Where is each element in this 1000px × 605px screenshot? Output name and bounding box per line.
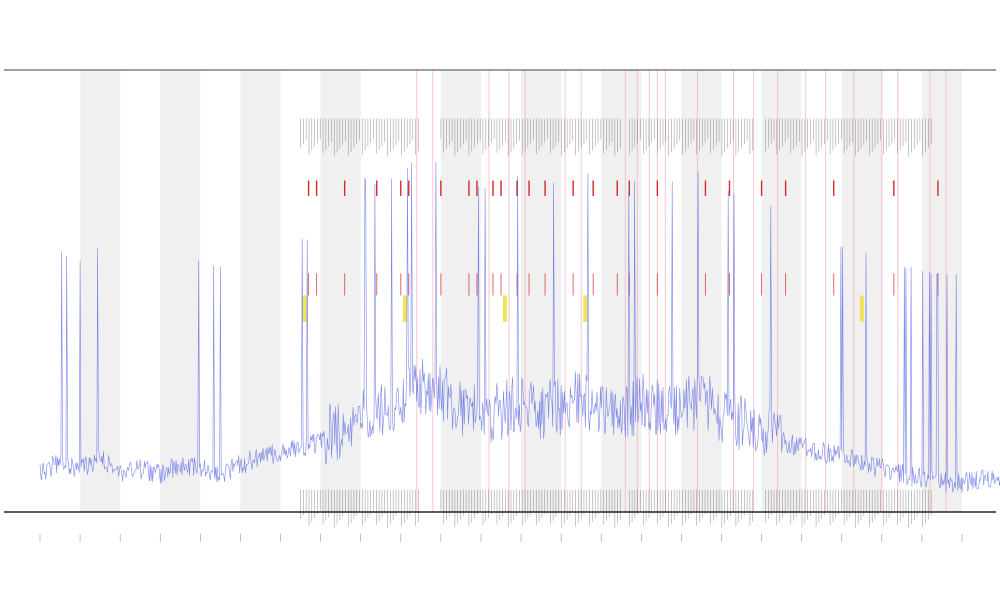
background-band	[160, 70, 201, 512]
signal-series	[39, 161, 1000, 493]
yellow-marker	[583, 295, 588, 322]
axes	[4, 69, 996, 542]
background-bands	[80, 70, 962, 512]
yellow-marker	[302, 295, 307, 322]
yellow-marker	[859, 295, 864, 322]
background-band	[841, 70, 882, 512]
series-line	[39, 161, 1000, 493]
background-band	[521, 70, 562, 512]
background-band	[681, 70, 722, 512]
background-band	[440, 70, 481, 512]
background-band	[240, 70, 281, 512]
background-band	[80, 70, 121, 512]
yellow-marker	[402, 295, 407, 322]
yellow-marker	[503, 295, 508, 322]
